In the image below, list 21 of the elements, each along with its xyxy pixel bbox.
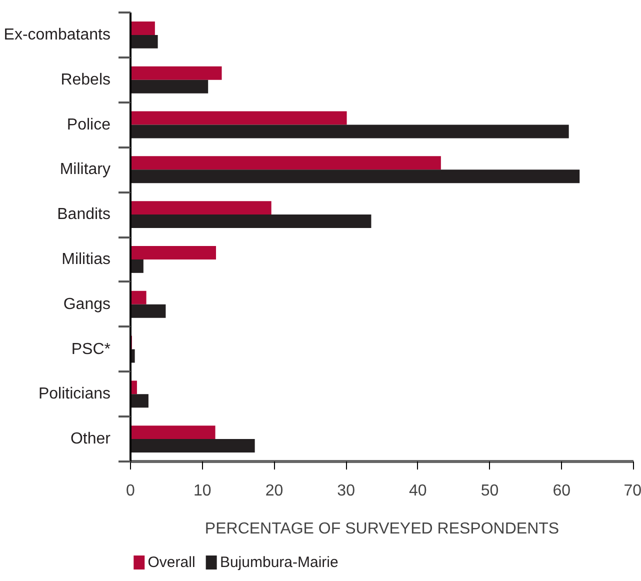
x-tick-label: 50 <box>480 482 499 500</box>
y-tick-label: Militias <box>62 250 110 268</box>
y-tick-label: Gangs <box>63 296 110 313</box>
legend-label: Overall <box>148 554 196 571</box>
y-tick-label: Military <box>60 161 111 178</box>
y-tick-label: Rebels <box>60 71 111 88</box>
y-tick-label: Ex-combatants <box>4 26 111 44</box>
legend-label: Bujumbura-Mairie <box>220 554 338 571</box>
y-tick-label: PSC* <box>71 340 110 358</box>
x-axis-title: PERCENTAGE OF SURVEYED RESPONDENTS <box>204 520 560 538</box>
y-tick-label: Politicians <box>38 386 110 403</box>
x-tick-label: 40 <box>409 482 427 500</box>
x-tick-label: 70 <box>624 482 641 500</box>
x-tick-label: 0 <box>126 482 136 500</box>
y-tick-label: Bandits <box>57 206 111 224</box>
x-tick-label: 10 <box>193 482 212 500</box>
x-tick-label: 30 <box>337 482 356 500</box>
y-tick-label: Police <box>66 116 111 134</box>
y-tick-label: Other <box>70 430 112 448</box>
x-tick-label: 60 <box>552 482 571 500</box>
x-tick-label: 20 <box>265 482 284 500</box>
